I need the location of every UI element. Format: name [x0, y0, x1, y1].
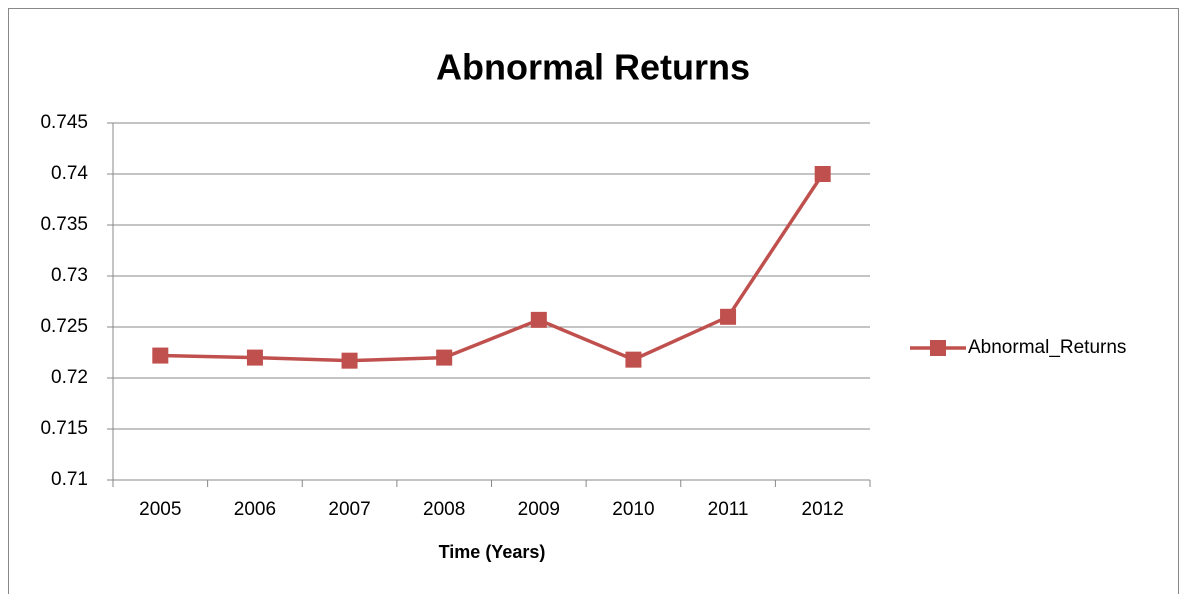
- x-axis-label: Time (Years): [439, 542, 546, 562]
- data-point: [152, 347, 169, 364]
- x-tick-label: 2008: [423, 499, 465, 520]
- y-tick-label: 0.71: [51, 469, 88, 490]
- data-point: [436, 349, 453, 366]
- data-point: [720, 308, 737, 325]
- legend-marker: [930, 340, 946, 356]
- data-point: [246, 349, 263, 366]
- x-tick-label: 2009: [518, 499, 560, 520]
- data-point: [530, 311, 547, 328]
- x-tick-label: 2012: [802, 499, 844, 520]
- x-tick-label: 2007: [328, 499, 370, 520]
- chart-title: Abnormal Returns: [436, 47, 750, 88]
- y-tick-label: 0.745: [40, 112, 88, 133]
- series-line: [160, 173, 825, 363]
- x-tick-label: 2010: [612, 499, 654, 520]
- data-point: [625, 351, 642, 368]
- data-point: [814, 166, 831, 182]
- y-tick-label: 0.735: [40, 214, 88, 235]
- y-tick-label: 0.72: [51, 367, 88, 388]
- y-tick-label: 0.73: [51, 265, 88, 286]
- y-tick-label: 0.74: [51, 163, 88, 184]
- x-tick-label: 2006: [234, 499, 276, 520]
- data-point: [341, 352, 358, 369]
- y-tick-label: 0.715: [40, 418, 88, 439]
- chart-frame: [8, 8, 1179, 594]
- x-tick-label: 2005: [139, 499, 181, 520]
- x-tick-label: 2011: [708, 499, 749, 520]
- y-tick-label: 0.725: [40, 316, 88, 337]
- legend-label: Abnormal_Returns: [968, 337, 1126, 358]
